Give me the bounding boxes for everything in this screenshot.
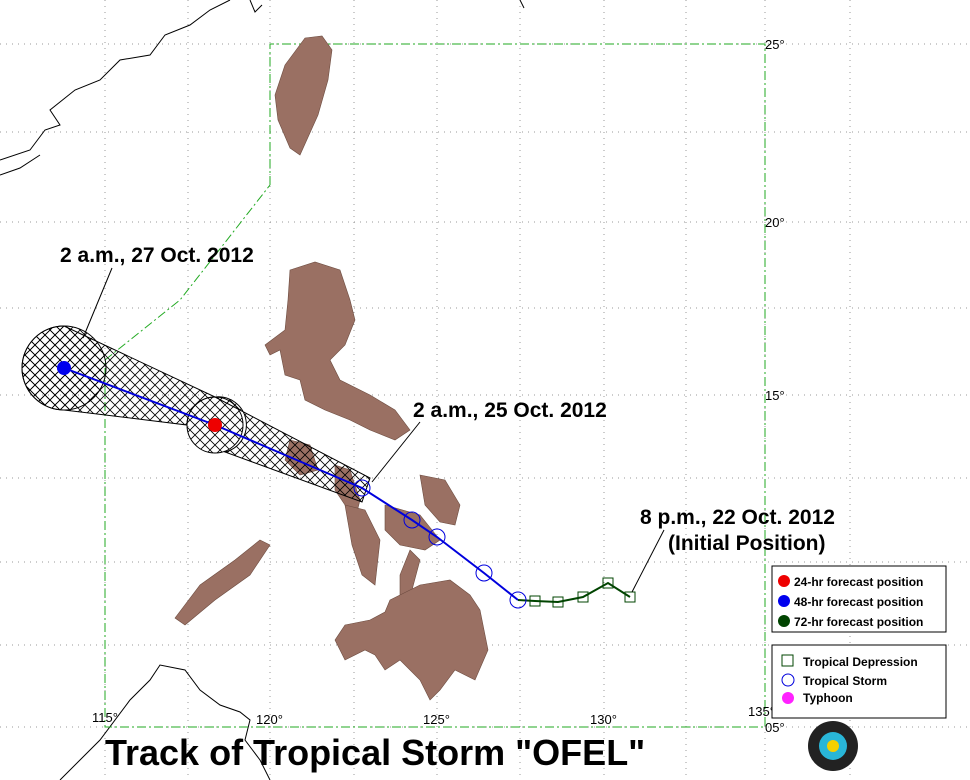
- map-title: Track of Tropical Storm "OFEL": [105, 732, 645, 773]
- lon-label: 125°: [423, 712, 450, 727]
- legend-label: Typhoon: [803, 691, 853, 705]
- lon-label: 135°: [748, 704, 775, 719]
- forecast-legend: 24-hr forecast position 48-hr forecast p…: [771, 565, 947, 633]
- par-boundary: [104, 43, 766, 728]
- legend-label: 48-hr forecast position: [794, 595, 923, 609]
- legend-label: Tropical Storm: [803, 674, 887, 688]
- lon-label: 115°: [92, 710, 118, 725]
- land: [174, 35, 489, 701]
- lat-label: 20°: [765, 215, 785, 230]
- logo: [808, 721, 858, 771]
- coastline: [0, 0, 525, 780]
- annotation: 8 p.m., 22 Oct. 2012: [640, 506, 835, 529]
- annotation: 2 a.m., 27 Oct. 2012: [60, 244, 254, 267]
- lat-label: 05°: [765, 720, 785, 735]
- intensity-legend: Tropical Depression Tropical Storm Typho…: [771, 644, 947, 719]
- lon-label: 120°: [256, 712, 283, 727]
- annotation: (Initial Position): [668, 532, 826, 555]
- track: [57, 361, 636, 609]
- lat-label: 25°: [765, 37, 785, 52]
- legend-label: 24-hr forecast position: [794, 575, 923, 589]
- lat-label: 15°: [765, 388, 785, 403]
- legend-label: 72-hr forecast position: [794, 615, 923, 629]
- legend-label: Tropical Depression: [803, 655, 918, 669]
- lon-label: 130°: [590, 712, 617, 727]
- leader-lines: [82, 267, 665, 593]
- annotation: 2 a.m., 25 Oct. 2012: [413, 399, 607, 422]
